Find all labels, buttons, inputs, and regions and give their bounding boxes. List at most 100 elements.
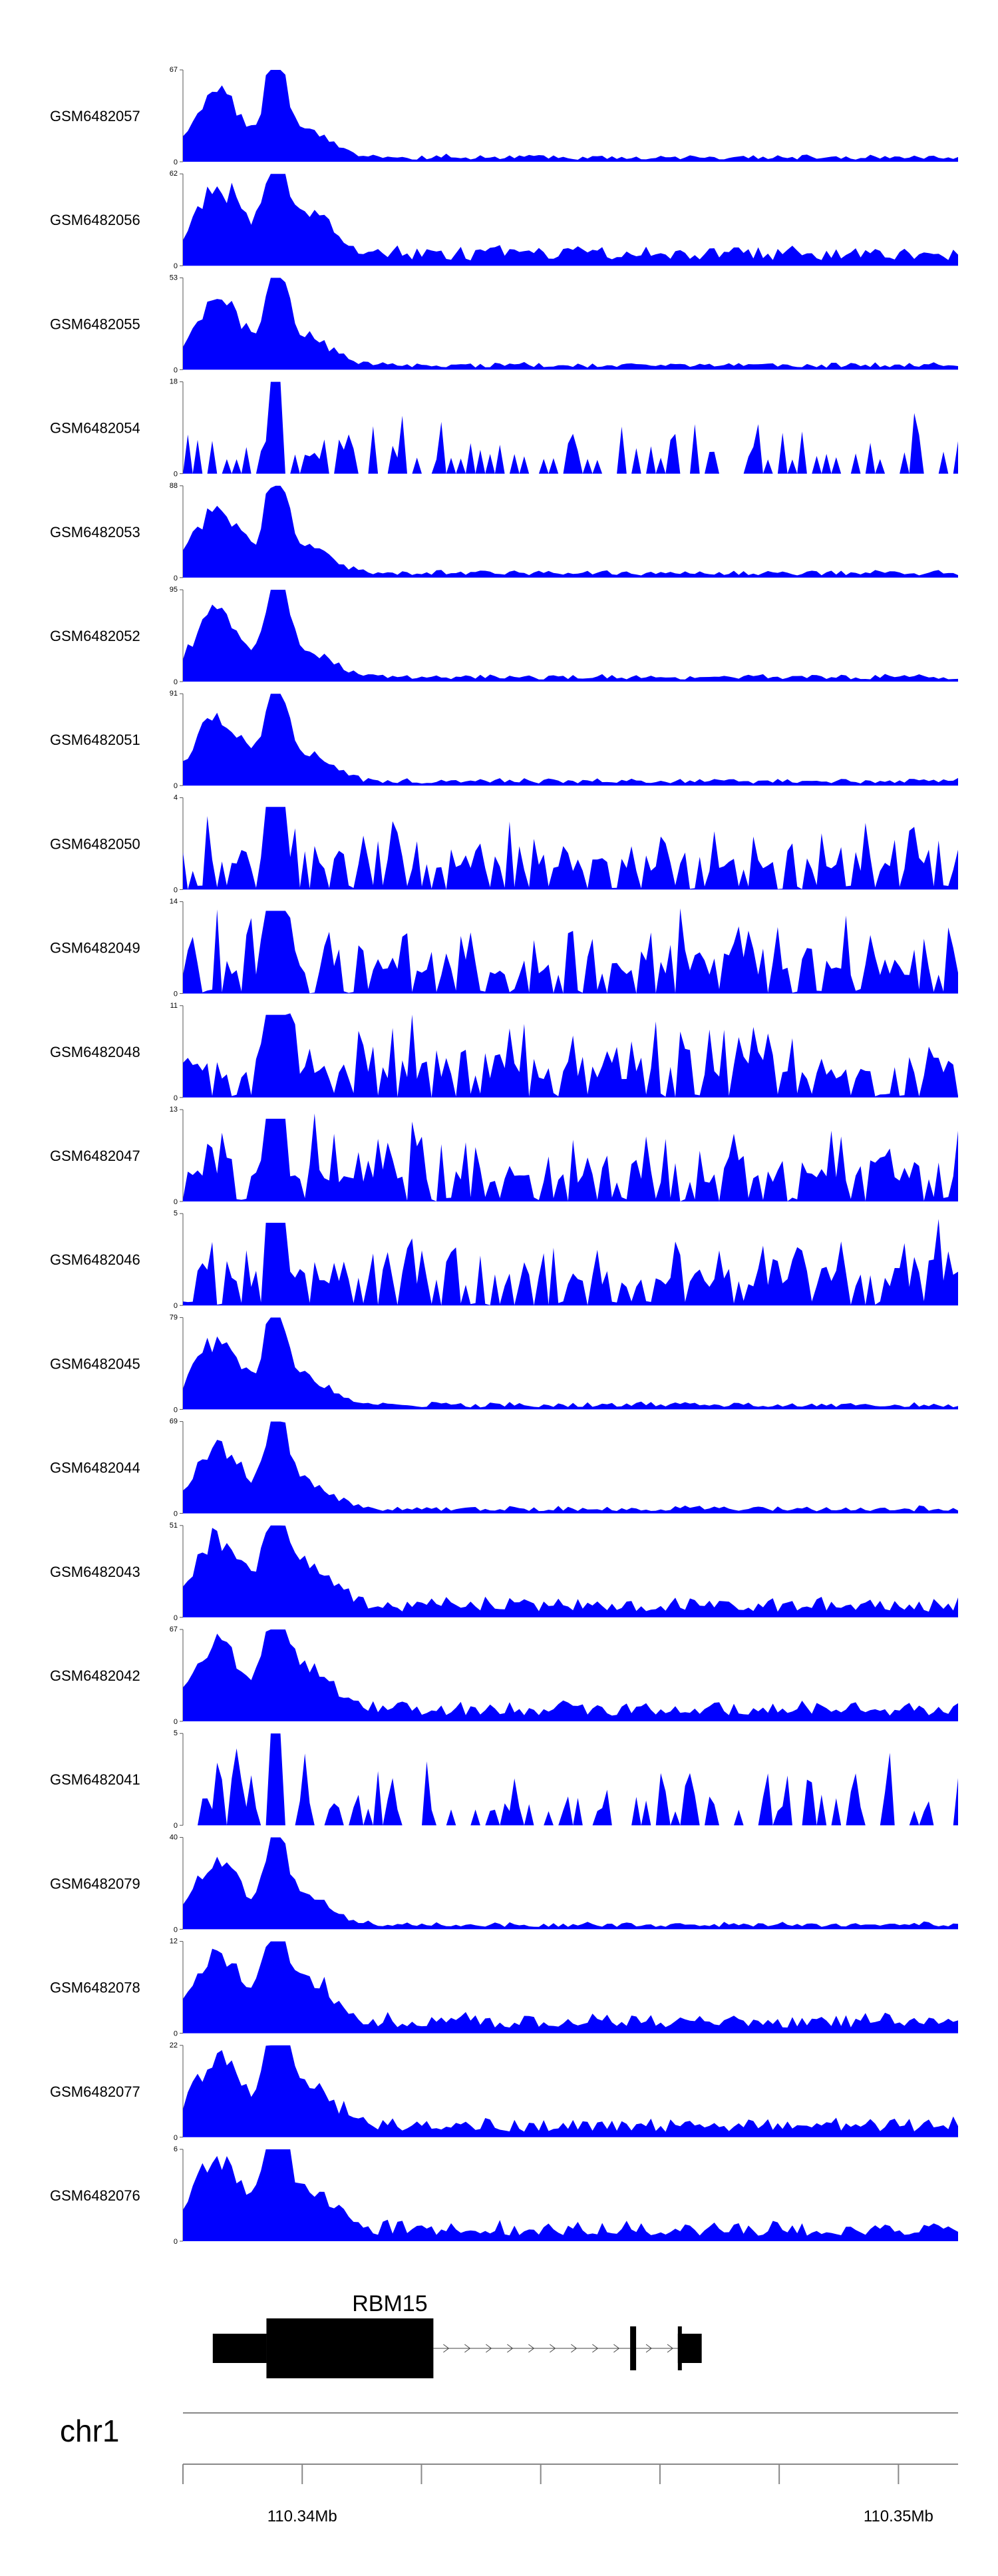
coverage-area <box>183 1733 958 1826</box>
gene-strand-arrow <box>486 2344 492 2353</box>
track-GSM6482056: GSM6482056 62 0 <box>50 170 958 270</box>
y-max-label: 62 <box>170 170 178 178</box>
track-GSM6482046: GSM6482046 5 0 <box>50 1209 958 1310</box>
y-min-label: 0 <box>174 2030 178 2038</box>
y-min-label: 0 <box>174 574 178 582</box>
coverage-area <box>183 590 958 682</box>
y-min-label: 0 <box>174 678 178 686</box>
gene-strand-arrow <box>464 2344 471 2353</box>
coverage-area <box>183 70 958 162</box>
track-label: GSM6482051 <box>50 732 140 748</box>
track-label: GSM6482054 <box>50 420 140 437</box>
gene-utr-block <box>212 2334 267 2363</box>
coverage-area <box>183 1837 958 1930</box>
track-GSM6482077: GSM6482077 22 0 <box>50 2041 958 2142</box>
y-min-label: 0 <box>174 2134 178 2142</box>
track-GSM6482078: GSM6482078 12 0 <box>50 1938 958 2038</box>
y-min-label: 0 <box>174 1198 178 1206</box>
y-min-label: 0 <box>174 2238 178 2246</box>
coverage-area <box>183 2149 958 2241</box>
coverage-area <box>183 1629 958 1721</box>
track-label: GSM6482044 <box>50 1460 140 1476</box>
track-GSM6482045: GSM6482045 79 0 <box>50 1313 958 1414</box>
coverage-area <box>183 1525 958 1617</box>
track-GSM6482047: GSM6482047 13 0 <box>50 1106 958 1206</box>
coverage-area <box>183 1013 958 1098</box>
track-label: GSM6482079 <box>50 1875 140 1892</box>
y-min-label: 0 <box>174 1718 178 1726</box>
track-GSM6482052: GSM6482052 95 0 <box>50 586 958 686</box>
track-GSM6482054: GSM6482054 18 0 <box>50 378 958 479</box>
track-GSM6482079: GSM6482079 40 0 <box>50 1833 958 1934</box>
y-max-label: 40 <box>170 1833 178 1841</box>
gene-strand-arrow <box>613 2344 620 2353</box>
coverage-area <box>183 485 958 578</box>
gene-label: RBM15 <box>352 2291 427 2316</box>
track-label: GSM6482042 <box>50 1667 140 1684</box>
track-label: GSM6482053 <box>50 524 140 540</box>
gene-model-rbm15: RBM15 <box>212 2291 702 2378</box>
genome-axis: chr1 110.34Mb 110.35Mb <box>60 2412 958 2525</box>
coverage-area <box>183 1317 958 1410</box>
track-label: GSM6482047 <box>50 1148 140 1164</box>
y-min-label: 0 <box>174 1822 178 1830</box>
track-GSM6482042: GSM6482042 67 0 <box>50 1625 958 1726</box>
y-max-label: 53 <box>170 274 178 282</box>
track-GSM6482053: GSM6482053 88 0 <box>50 482 958 582</box>
gene-cds-block <box>266 2318 434 2378</box>
coverage-area <box>183 2045 958 2137</box>
track-label: GSM6482055 <box>50 316 140 332</box>
y-max-label: 67 <box>170 1625 178 1633</box>
y-max-label: 4 <box>174 793 178 801</box>
coverage-area <box>183 908 958 994</box>
y-max-label: 5 <box>174 1209 178 1217</box>
x-tick-label: 110.35Mb <box>864 2507 933 2525</box>
track-label: GSM6482045 <box>50 1355 140 1372</box>
y-max-label: 13 <box>170 1106 178 1114</box>
chromosome-label: chr1 <box>60 2414 119 2448</box>
coverage-area <box>183 174 958 266</box>
track-GSM6482041: GSM6482041 5 0 <box>50 1729 958 1830</box>
track-label: GSM6482049 <box>50 940 140 957</box>
y-min-label: 0 <box>174 1510 178 1518</box>
y-min-label: 0 <box>174 990 178 998</box>
y-max-label: 88 <box>170 482 178 490</box>
coverage-area <box>183 1421 958 1514</box>
gene-strand-arrow <box>592 2344 599 2353</box>
gene-strand-arrow <box>571 2344 578 2353</box>
y-max-label: 11 <box>170 1002 178 1010</box>
track-label: GSM6482077 <box>50 2083 140 2100</box>
track-label: GSM6482056 <box>50 212 140 228</box>
y-min-label: 0 <box>174 1302 178 1310</box>
track-GSM6482076: GSM6482076 6 0 <box>50 2145 958 2246</box>
y-max-label: 5 <box>174 1729 178 1737</box>
coverage-area <box>183 278 958 370</box>
y-max-label: 67 <box>170 66 178 74</box>
y-min-label: 0 <box>174 158 178 166</box>
track-label: GSM6482041 <box>50 1771 140 1788</box>
track-label: GSM6482057 <box>50 108 140 124</box>
coverage-area <box>183 381 958 474</box>
gene-exon-block <box>630 2326 637 2370</box>
track-label: GSM6482048 <box>50 1044 140 1060</box>
y-max-label: 69 <box>170 1418 178 1426</box>
gene-strand-arrow <box>528 2344 535 2353</box>
y-max-label: 18 <box>170 378 178 386</box>
coverage-area <box>183 694 958 786</box>
y-min-label: 0 <box>174 262 178 270</box>
track-label: GSM6482052 <box>50 628 140 644</box>
track-label: GSM6482076 <box>50 2187 140 2204</box>
gene-strand-arrow <box>645 2344 652 2353</box>
gene-strand-arrow <box>667 2344 673 2353</box>
y-min-label: 0 <box>174 366 178 374</box>
y-min-label: 0 <box>174 782 178 790</box>
x-tick-label: 110.34Mb <box>267 2507 337 2525</box>
track-label: GSM6482043 <box>50 1564 140 1580</box>
coverage-area <box>183 1219 958 1306</box>
coverage-area <box>183 807 958 890</box>
gene-strand-arrow <box>507 2344 514 2353</box>
coverage-tracks: GSM6482057670GSM6482056620GSM6482055530G… <box>50 66 958 2246</box>
y-min-label: 0 <box>174 886 178 894</box>
track-GSM6482050: GSM6482050 4 0 <box>50 793 958 894</box>
track-GSM6482051: GSM6482051 91 0 <box>50 690 958 790</box>
